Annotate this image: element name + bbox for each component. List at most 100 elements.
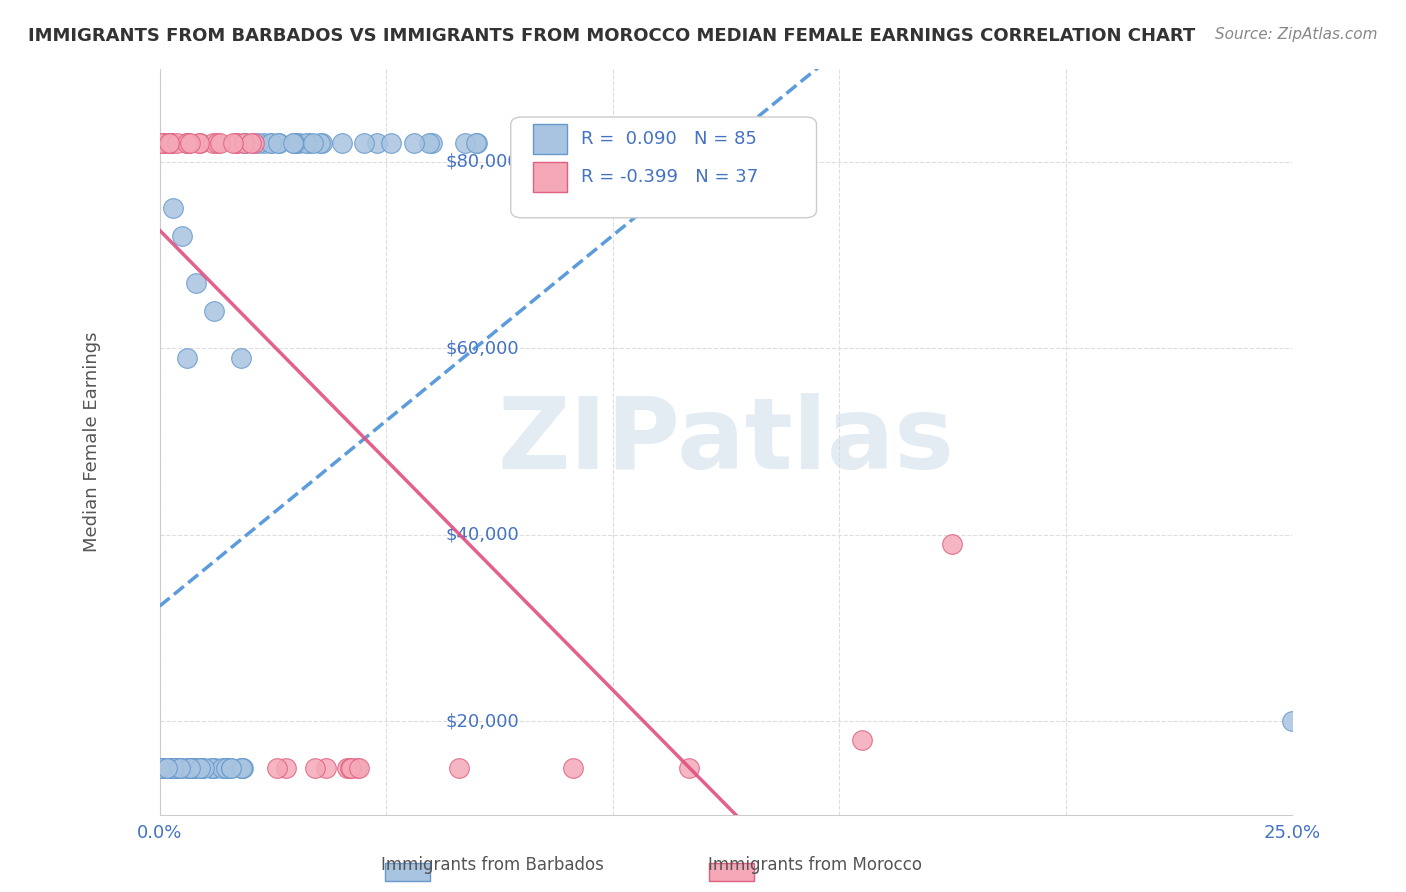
Point (449, 761, 471, 775)
Point (167, 761, 190, 775)
Point (561, 761, 583, 775)
Point (217, 761, 239, 775)
Point (274, 761, 297, 775)
Point (208, 136, 231, 150)
Point (160, 136, 183, 150)
Point (153, 136, 176, 150)
Text: Immigrants from Barbados: Immigrants from Barbados (381, 856, 603, 874)
Point (253, 136, 276, 150)
Text: $20,000: $20,000 (446, 713, 519, 731)
Point (304, 761, 326, 775)
Point (172, 229, 194, 244)
Point (162, 202, 184, 216)
Point (153, 761, 176, 775)
Point (183, 761, 205, 775)
Point (188, 761, 211, 775)
FancyBboxPatch shape (385, 863, 430, 881)
Point (179, 136, 201, 150)
Point (181, 761, 204, 775)
Text: Median Female Earnings: Median Female Earnings (83, 331, 101, 552)
Point (214, 761, 236, 775)
Point (152, 761, 174, 775)
Point (177, 761, 200, 775)
Point (315, 761, 337, 775)
Point (454, 136, 477, 150)
Point (284, 136, 307, 150)
Point (330, 136, 353, 150)
Point (229, 761, 252, 775)
Point (232, 136, 254, 150)
Point (336, 761, 359, 775)
Point (233, 136, 256, 150)
Point (541, 136, 564, 150)
Point (200, 761, 222, 775)
Point (163, 761, 186, 775)
Point (346, 761, 368, 775)
Text: $80,000: $80,000 (446, 153, 519, 170)
Point (231, 761, 253, 775)
Point (283, 136, 305, 150)
Point (231, 351, 253, 365)
Point (283, 136, 305, 150)
Point (179, 761, 201, 775)
Point (184, 276, 207, 290)
FancyBboxPatch shape (510, 117, 817, 218)
Point (232, 761, 254, 775)
Point (288, 136, 311, 150)
Point (225, 136, 247, 150)
Text: 0.0%: 0.0% (136, 824, 183, 842)
Point (418, 136, 440, 150)
Point (177, 136, 200, 150)
Point (235, 136, 257, 150)
Point (247, 136, 270, 150)
Point (166, 136, 188, 150)
Point (167, 761, 190, 775)
Point (166, 761, 188, 775)
Point (295, 136, 318, 150)
Point (167, 761, 190, 775)
Point (231, 761, 253, 775)
Point (169, 761, 191, 775)
Point (190, 761, 212, 775)
Point (184, 761, 207, 775)
Point (219, 761, 242, 775)
Point (152, 136, 174, 150)
Point (222, 136, 245, 150)
Point (169, 761, 191, 775)
Point (353, 136, 375, 150)
Point (298, 136, 321, 150)
Point (180, 761, 202, 775)
Point (347, 761, 370, 775)
Point (267, 136, 290, 150)
Point (243, 136, 266, 150)
Point (340, 761, 363, 775)
Point (160, 136, 183, 150)
Point (211, 761, 233, 775)
Point (149, 136, 172, 150)
FancyBboxPatch shape (533, 125, 568, 154)
Point (157, 761, 180, 775)
Point (465, 136, 488, 150)
Point (308, 136, 330, 150)
Point (402, 136, 425, 150)
Point (311, 136, 333, 150)
Text: IMMIGRANTS FROM BARBADOS VS IMMIGRANTS FROM MOROCCO MEDIAN FEMALE EARNINGS CORRE: IMMIGRANTS FROM BARBADOS VS IMMIGRANTS F… (28, 27, 1195, 45)
Point (170, 761, 193, 775)
Point (380, 136, 402, 150)
Point (153, 761, 176, 775)
Text: Immigrants from Morocco: Immigrants from Morocco (709, 856, 922, 874)
Point (301, 136, 323, 150)
Point (187, 136, 209, 150)
Point (191, 761, 214, 775)
Point (162, 761, 184, 775)
Point (162, 761, 184, 775)
Point (157, 761, 180, 775)
Point (169, 761, 191, 775)
Point (181, 761, 204, 775)
Point (215, 761, 238, 775)
FancyBboxPatch shape (533, 161, 568, 192)
Text: R =  0.090   N = 85: R = 0.090 N = 85 (581, 130, 756, 148)
Point (176, 136, 198, 150)
Point (941, 537, 963, 551)
Point (205, 136, 228, 150)
